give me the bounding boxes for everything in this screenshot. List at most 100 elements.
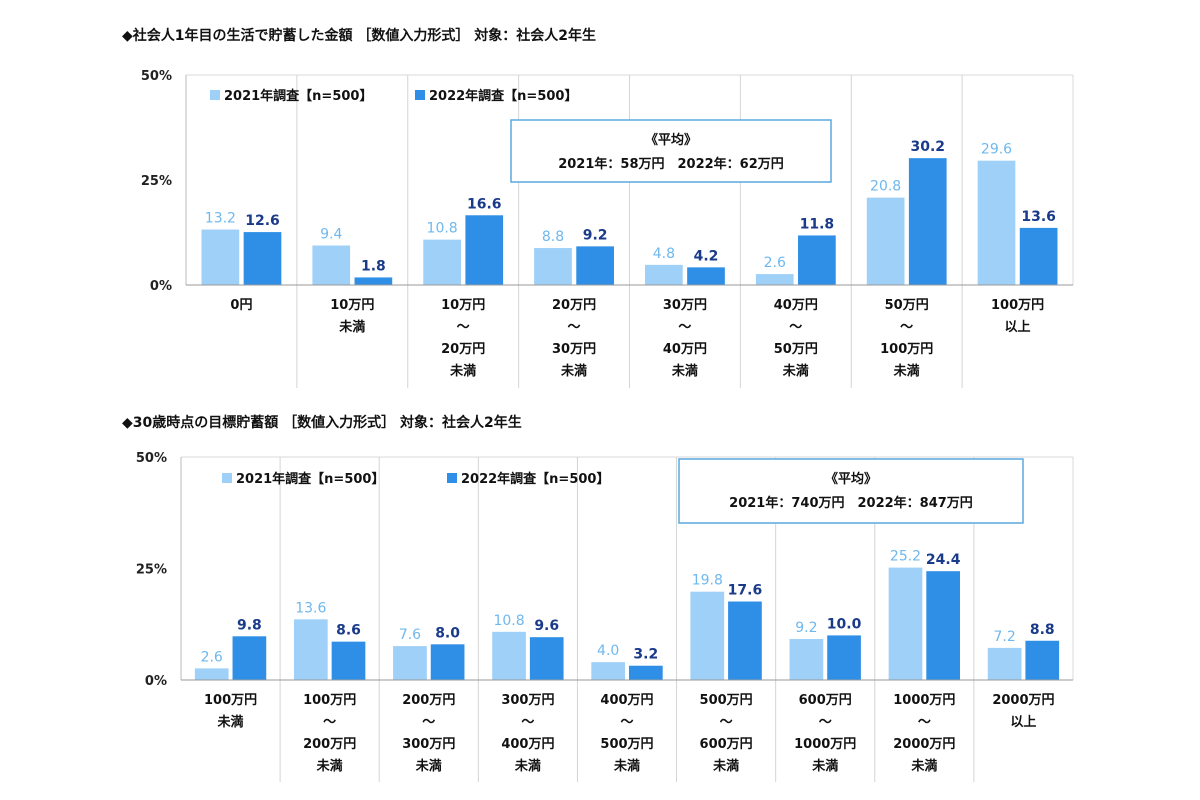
category-label: 50万円 — [885, 298, 929, 313]
category-label: 未満 — [811, 758, 838, 774]
category-label: 未満 — [217, 714, 244, 730]
bar-2022 — [908, 158, 947, 285]
data-label-2022: 9.8 — [237, 617, 262, 633]
category-label: ～ — [918, 715, 931, 730]
data-label-2021: 7.6 — [399, 627, 421, 643]
data-label-2021: 2.6 — [764, 255, 786, 271]
category-label: ～ — [568, 320, 581, 335]
data-label-2021: 10.8 — [493, 613, 524, 629]
category-label: 以上 — [1005, 320, 1031, 335]
y-tick-label: 50% — [141, 69, 172, 84]
data-label-2021: 25.2 — [890, 549, 921, 565]
category-label: ～ — [620, 715, 633, 730]
bar-2021 — [866, 197, 905, 285]
legend-swatch — [415, 90, 425, 100]
chart-title: ◆社会人1年目の生活で貯蓄した金額 ［数値入力形式］ 対象：社会人2年生 — [122, 27, 596, 44]
category-label: 未満 — [316, 758, 343, 774]
data-label-2021: 2.6 — [201, 649, 223, 665]
data-label-2021: 7.2 — [993, 629, 1015, 645]
data-label-2021: 4.0 — [597, 643, 619, 659]
category-label: 400万円 — [501, 737, 554, 752]
category-label: ～ — [457, 320, 470, 335]
legend-label: 2022年調査【n=500】 — [429, 88, 577, 104]
bar-2021 — [492, 631, 526, 680]
category-label: 0円 — [230, 298, 252, 313]
bar-2022 — [430, 644, 465, 680]
y-tick-label: 50% — [136, 451, 167, 466]
bar-2021 — [789, 638, 824, 680]
category-label: 未満 — [893, 363, 920, 379]
category-label: 500万円 — [700, 693, 753, 708]
bar-2021 — [888, 567, 923, 680]
bar-2021 — [591, 662, 626, 680]
legend-label: 2021年調査【n=500】 — [224, 88, 372, 104]
category-label: 300万円 — [402, 737, 455, 752]
category-label: 1000万円 — [893, 693, 955, 708]
average-box — [510, 119, 832, 183]
category-label: 400万円 — [600, 693, 653, 708]
category-label: 30万円 — [552, 342, 596, 357]
data-label-2022: 4.2 — [694, 248, 719, 264]
data-label-2022: 30.2 — [910, 139, 945, 155]
data-label-2022: 3.2 — [633, 647, 658, 663]
category-label: ～ — [720, 715, 733, 730]
y-tick-label: 0% — [150, 279, 172, 294]
bar-2022 — [1025, 640, 1060, 680]
category-label: 600万円 — [700, 737, 753, 752]
bar-2021 — [293, 619, 328, 680]
bar-2022 — [827, 635, 861, 680]
category-label: ～ — [789, 320, 802, 335]
data-label-2021: 10.8 — [427, 221, 458, 237]
data-label-2022: 8.8 — [1030, 622, 1055, 638]
bar-2022 — [628, 665, 663, 680]
category-label: 100万円 — [880, 342, 933, 357]
category-label: 20万円 — [441, 342, 485, 357]
bar-2022 — [728, 601, 762, 680]
data-label-2022: 1.8 — [361, 258, 386, 274]
category-label: 100万円 — [303, 693, 356, 708]
data-label-2022: 16.6 — [467, 196, 502, 212]
y-tick-label: 25% — [136, 563, 167, 578]
bar-2021 — [534, 248, 572, 285]
category-label: ～ — [422, 715, 435, 730]
category-label: 未満 — [712, 758, 739, 774]
legend-label: 2022年調査【n=500】 — [461, 471, 609, 487]
data-label-2022: 9.2 — [583, 227, 608, 243]
category-label: 10万円 — [441, 298, 485, 313]
data-label-2022: 8.0 — [435, 625, 460, 641]
data-label-2021: 9.2 — [795, 620, 817, 636]
category-label: 40万円 — [663, 342, 707, 357]
data-label-2021: 13.6 — [295, 600, 326, 616]
bar-2022 — [687, 267, 725, 285]
bar-2022 — [1019, 227, 1058, 285]
average-text: 2021年：740万円 2022年：847万円 — [729, 495, 973, 511]
category-label: ～ — [521, 715, 534, 730]
category-label: 100万円 — [991, 298, 1044, 313]
data-label-2022: 10.0 — [827, 616, 862, 632]
legend-swatch — [210, 90, 220, 100]
bar-2022 — [465, 215, 504, 285]
bar-2022 — [354, 277, 393, 285]
average-box — [678, 458, 1024, 524]
data-label-2022: 24.4 — [926, 552, 961, 568]
category-label: 30万円 — [663, 298, 707, 313]
bar-2021 — [423, 239, 461, 285]
bar-2022 — [243, 232, 282, 285]
data-label-2022: 9.6 — [534, 618, 559, 634]
data-label-2021: 20.8 — [870, 179, 901, 195]
data-label-2021: 4.8 — [653, 246, 675, 262]
y-tick-label: 25% — [141, 174, 172, 189]
category-label: 未満 — [671, 363, 698, 379]
category-label: ～ — [819, 715, 832, 730]
bar-2021 — [194, 668, 229, 680]
average-title: 《平均》 — [645, 132, 697, 148]
bar-2022 — [331, 641, 366, 680]
bar-2022 — [798, 235, 836, 285]
chart-title: ◆30歳時点の目標貯蓄額 ［数値入力形式］ 対象：社会人2年生 — [122, 414, 522, 431]
category-label: 300万円 — [501, 693, 554, 708]
bar-2022 — [232, 636, 267, 680]
category-label: 未満 — [338, 319, 365, 335]
bar-2021 — [645, 264, 683, 285]
category-label: 100万円 — [204, 693, 257, 708]
